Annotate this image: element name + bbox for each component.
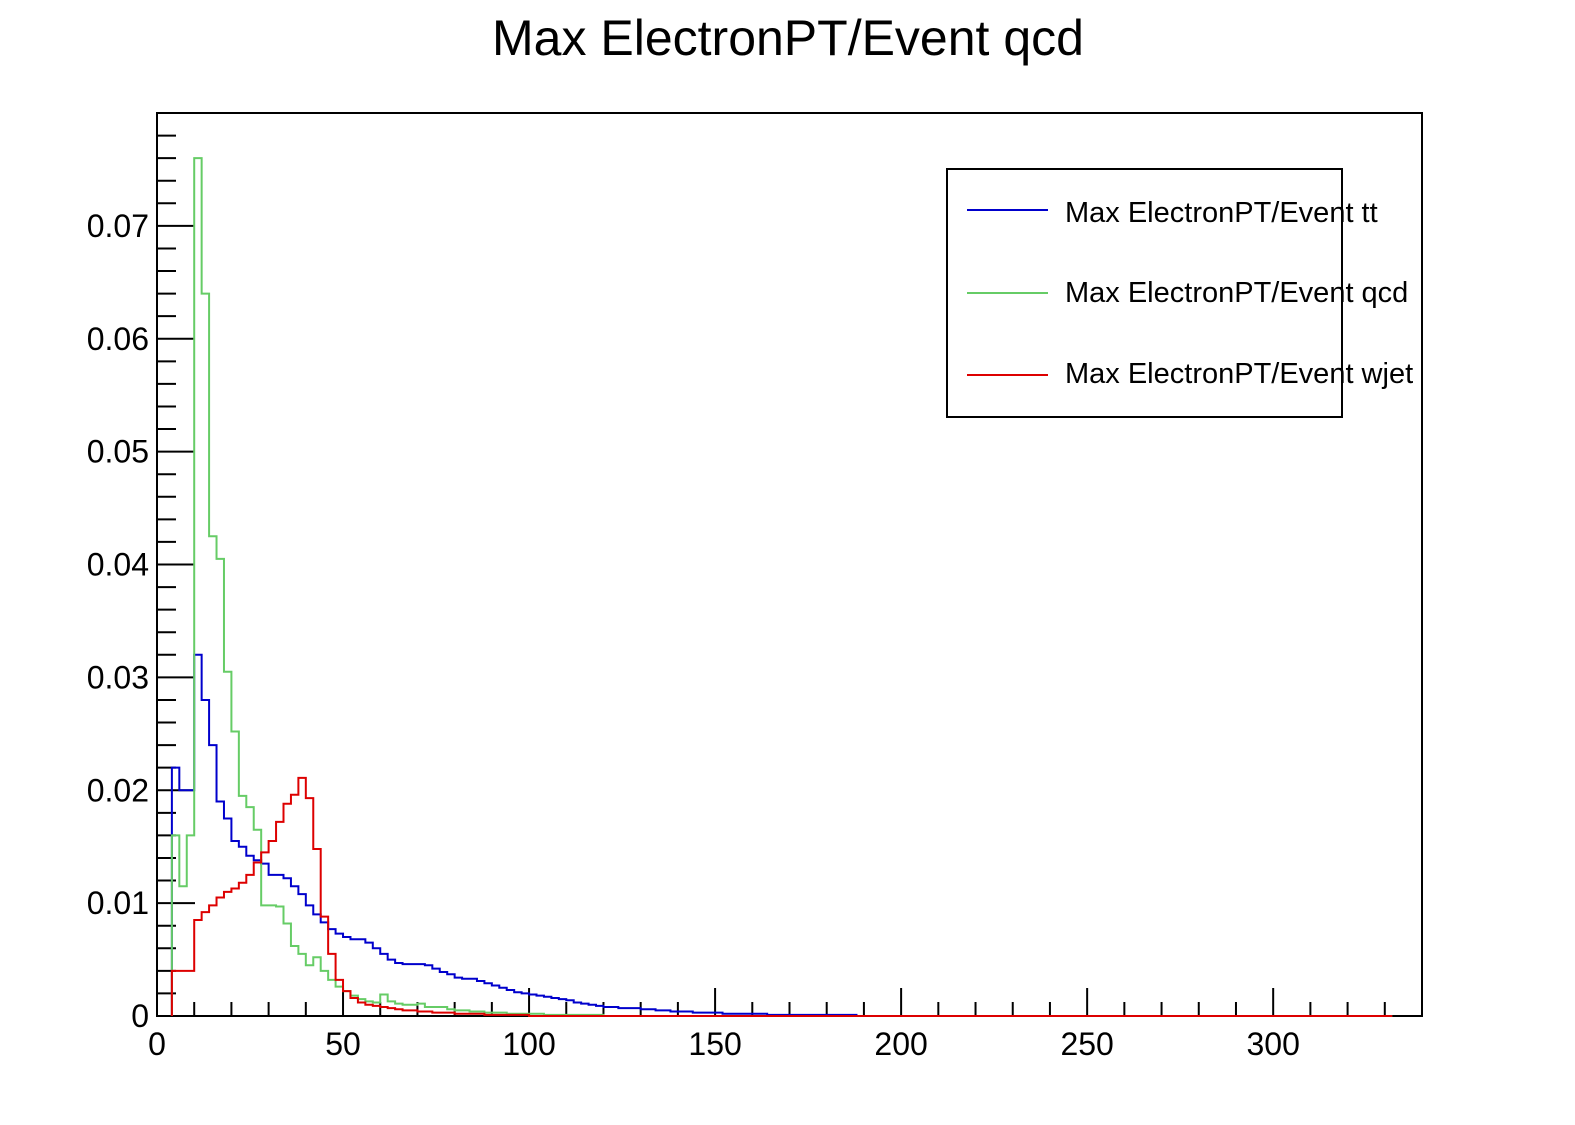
- legend: Max ElectronPT/Event tt Max ElectronPT/E…: [946, 168, 1413, 418]
- y-tick-label: 0.06: [87, 321, 149, 357]
- x-tick-label: 100: [502, 1026, 555, 1062]
- x-axis: 0 50 100 150 200 250 300: [148, 988, 1423, 1062]
- y-tick-label: 0.05: [87, 434, 149, 470]
- series-wjet-line: [170, 776, 1393, 1017]
- legend-label-qcd: Max ElectronPT/Event qcd: [1065, 277, 1408, 309]
- x-tick-label: 0: [148, 1026, 166, 1062]
- x-tick-label: 200: [874, 1026, 927, 1062]
- x-tick-label: 50: [325, 1026, 361, 1062]
- y-tick-label: 0.03: [87, 659, 149, 695]
- y-tick-label: 0.07: [87, 208, 149, 244]
- y-tick-label: 0.02: [87, 772, 149, 808]
- y-axis: 0 0.01 0.02 0.03 0.04 0.05 0.06 0.07: [87, 112, 195, 1034]
- legend-label-wjet: Max ElectronPT/Event wjet: [1065, 358, 1413, 390]
- x-tick-label: 250: [1060, 1026, 1113, 1062]
- y-tick-label: 0: [131, 998, 149, 1034]
- x-tick-label: 150: [688, 1026, 741, 1062]
- series-group: [170, 157, 1393, 1017]
- chart-title: Max ElectronPT/Event qcd: [492, 10, 1084, 66]
- legend-label-tt: Max ElectronPT/Event tt: [1065, 197, 1378, 229]
- y-tick-label: 0.01: [87, 885, 149, 921]
- x-tick-label: 300: [1246, 1026, 1299, 1062]
- y-tick-label: 0.04: [87, 547, 149, 583]
